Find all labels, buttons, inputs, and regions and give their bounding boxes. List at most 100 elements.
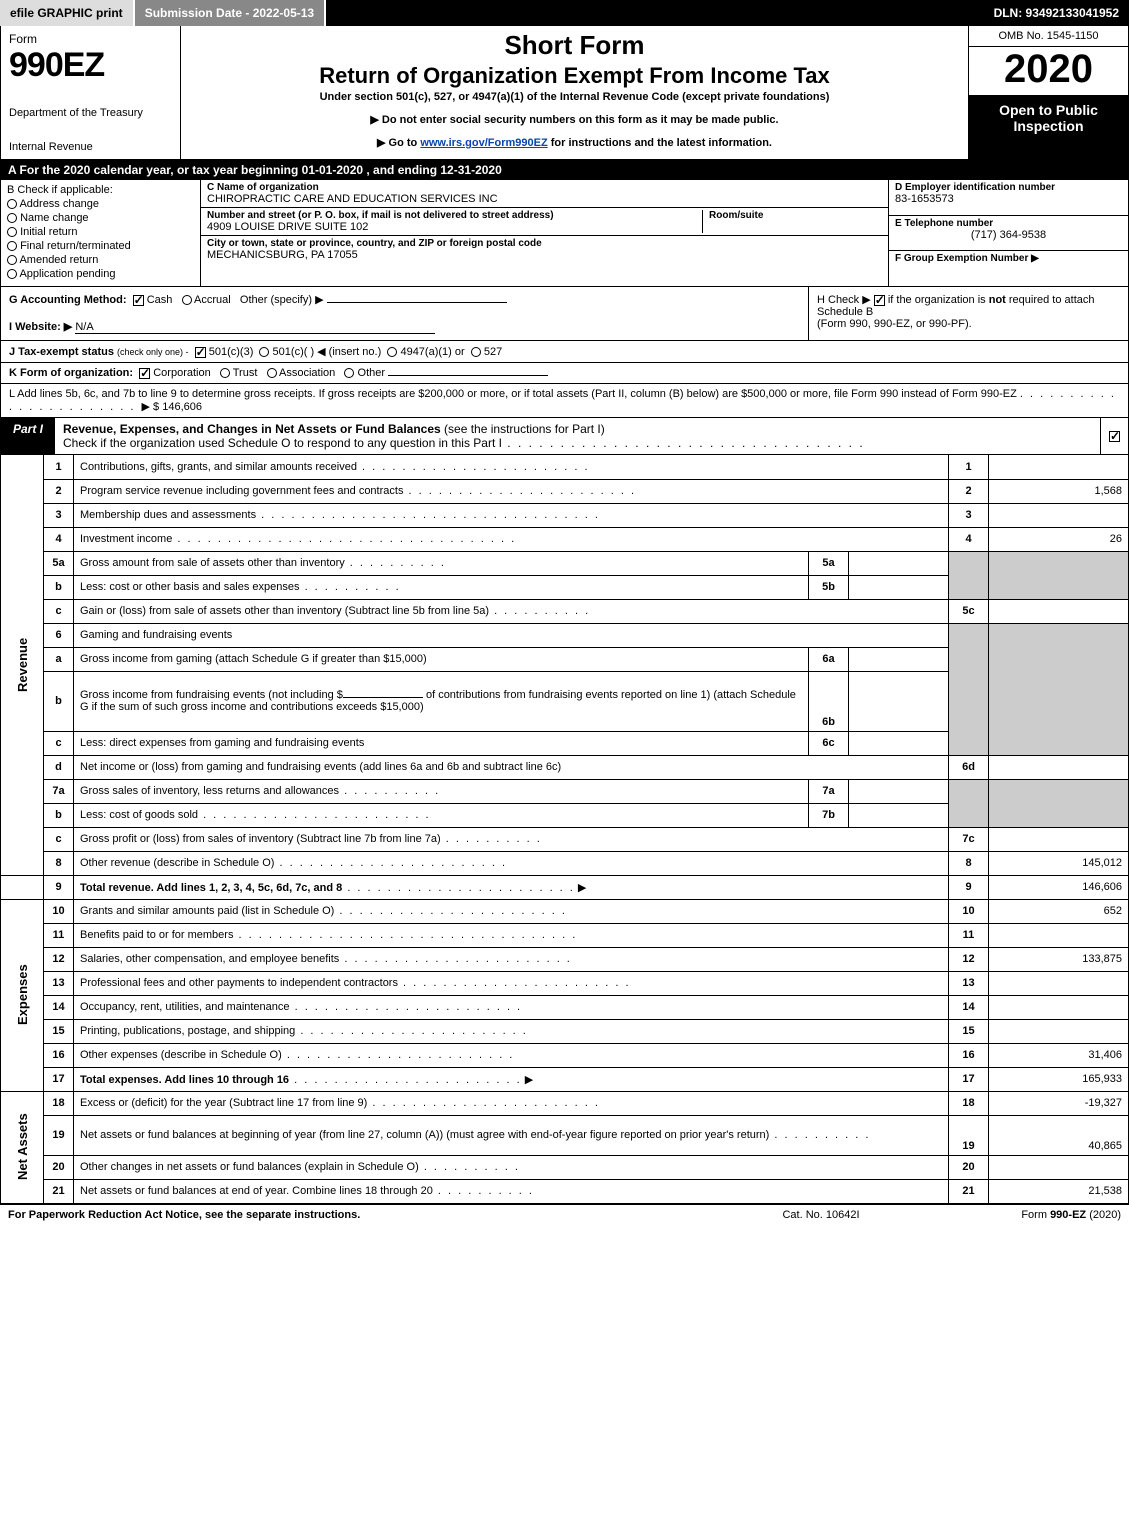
part1-title: Revenue, Expenses, and Changes in Net As… xyxy=(63,422,441,436)
ln-11: 11 xyxy=(44,923,74,947)
chk-amended[interactable] xyxy=(7,255,17,265)
chk-501c3[interactable] xyxy=(195,347,206,358)
chk-initial-return[interactable] xyxy=(7,227,17,237)
dln-number: DLN: 93492133041952 xyxy=(984,0,1129,26)
desc-16: Other expenses (describe in Schedule O) xyxy=(80,1049,282,1061)
chk-h[interactable] xyxy=(874,295,885,306)
dots-icon xyxy=(367,1097,600,1109)
table-row: 21 Net assets or fund balances at end of… xyxy=(1,1179,1129,1203)
rn-15: 15 xyxy=(949,1019,989,1043)
subval-5a xyxy=(849,551,949,575)
lbl-group-exempt: F Group Exemption Number ▶ xyxy=(895,253,1122,264)
efile-print-button[interactable]: efile GRAPHIC print xyxy=(0,0,135,26)
chk-corp[interactable] xyxy=(139,368,150,379)
6b-amount-input[interactable] xyxy=(343,697,423,698)
val-21: 21,538 xyxy=(989,1179,1129,1203)
chk-name-change[interactable] xyxy=(7,213,17,223)
chk-final-return[interactable] xyxy=(7,241,17,251)
chk-501c[interactable] xyxy=(259,347,269,357)
dots-icon xyxy=(489,605,590,617)
l-amt-label: ▶ $ xyxy=(142,401,160,413)
part1-sub: Check if the organization used Schedule … xyxy=(63,436,502,450)
dots-icon xyxy=(357,461,590,473)
chk-527[interactable] xyxy=(471,347,481,357)
lbl-527: 527 xyxy=(484,346,502,358)
table-row: 15 Printing, publications, postage, and … xyxy=(1,1019,1129,1043)
desc-5c: Gain or (loss) from sale of assets other… xyxy=(80,605,489,617)
rn-21: 21 xyxy=(949,1179,989,1203)
sub-5a: 5a xyxy=(809,551,849,575)
shade-cell xyxy=(989,779,1129,827)
sub-6c: 6c xyxy=(809,731,849,755)
lbl-trust: Trust xyxy=(233,367,258,379)
chk-part1-schO[interactable] xyxy=(1109,431,1120,442)
dots-icon xyxy=(233,929,577,941)
rn-14: 14 xyxy=(949,995,989,1019)
val-3 xyxy=(989,503,1129,527)
desc-21: Net assets or fund balances at end of ye… xyxy=(80,1185,433,1197)
ln-6: 6 xyxy=(44,623,74,647)
lbl-amended: Amended return xyxy=(19,254,98,266)
dots-icon xyxy=(290,1001,523,1013)
chk-address-change[interactable] xyxy=(7,199,17,209)
val-16: 31,406 xyxy=(989,1043,1129,1067)
table-row: 14 Occupancy, rent, utilities, and maint… xyxy=(1,995,1129,1019)
ln-12: 12 xyxy=(44,947,74,971)
open-inspection: Open to Public Inspection xyxy=(969,96,1128,159)
part1-paren: (see the instructions for Part I) xyxy=(444,422,605,436)
desc-4: Investment income xyxy=(80,533,172,545)
ln-20: 20 xyxy=(44,1155,74,1179)
ln-18: 18 xyxy=(44,1091,74,1115)
val-7c xyxy=(989,827,1129,851)
ln-4: 4 xyxy=(44,527,74,551)
table-row: 12 Salaries, other compensation, and emp… xyxy=(1,947,1129,971)
rn-12: 12 xyxy=(949,947,989,971)
table-row: Net Assets 18 Excess or (deficit) for th… xyxy=(1,1091,1129,1115)
dots-icon xyxy=(433,1185,534,1197)
footer-right: Form 990-EZ (2020) xyxy=(921,1209,1121,1221)
box-def: D Employer identification number 83-1653… xyxy=(888,180,1128,286)
chk-4947[interactable] xyxy=(387,347,397,357)
chk-assoc[interactable] xyxy=(267,368,277,378)
ln-5c: c xyxy=(44,599,74,623)
desc-2: Program service revenue including govern… xyxy=(80,485,403,497)
val-6d xyxy=(989,755,1129,779)
table-row: Expenses 10 Grants and similar amounts p… xyxy=(1,899,1129,923)
desc-10: Grants and similar amounts paid (list in… xyxy=(80,905,334,917)
desc-19: Net assets or fund balances at beginning… xyxy=(80,1129,769,1141)
desc-12: Salaries, other compensation, and employ… xyxy=(80,953,339,965)
line-a: A For the 2020 calendar year, or tax yea… xyxy=(0,160,1129,180)
irs-link[interactable]: www.irs.gov/Form990EZ xyxy=(420,137,547,149)
rn-19: 19 xyxy=(949,1115,989,1155)
omb-number: OMB No. 1545-1150 xyxy=(969,26,1128,47)
desc-6d: Net income or (loss) from gaming and fun… xyxy=(74,755,949,779)
chk-accrual[interactable] xyxy=(182,295,192,305)
ln-10: 10 xyxy=(44,899,74,923)
lbl-app-pending: Application pending xyxy=(19,268,115,280)
lbl-accrual: Accrual xyxy=(194,294,231,306)
department-label: Department of the Treasury xyxy=(9,107,172,119)
ln-21: 21 xyxy=(44,1179,74,1203)
chk-app-pending[interactable] xyxy=(7,269,17,279)
lbl-final-return: Final return/terminated xyxy=(20,240,131,252)
lbl-4947: 4947(a)(1) or xyxy=(400,346,464,358)
chk-cash[interactable] xyxy=(133,295,144,306)
other-method-input[interactable] xyxy=(327,302,507,303)
goto-post: for instructions and the latest informat… xyxy=(548,137,772,149)
table-row: c Gross profit or (loss) from sales of i… xyxy=(1,827,1129,851)
table-row: 5a Gross amount from sale of assets othe… xyxy=(1,551,1129,575)
l-text: L Add lines 5b, 6c, and 7b to line 9 to … xyxy=(9,388,1017,400)
ln-1: 1 xyxy=(44,455,74,479)
subtitle: Under section 501(c), 527, or 4947(a)(1)… xyxy=(191,91,958,103)
ln-8: 8 xyxy=(44,851,74,875)
chk-other-org[interactable] xyxy=(344,368,354,378)
street: 4909 LOUISE DRIVE SUITE 102 xyxy=(207,221,702,233)
header-left: Form 990EZ Department of the Treasury In… xyxy=(1,26,181,159)
dots-icon xyxy=(256,509,600,521)
dots-icon xyxy=(289,1074,522,1086)
rn-9: 9 xyxy=(949,875,989,899)
ln-16: 16 xyxy=(44,1043,74,1067)
title-short-form: Short Form xyxy=(191,30,958,61)
chk-trust[interactable] xyxy=(220,368,230,378)
other-org-input[interactable] xyxy=(388,375,548,376)
